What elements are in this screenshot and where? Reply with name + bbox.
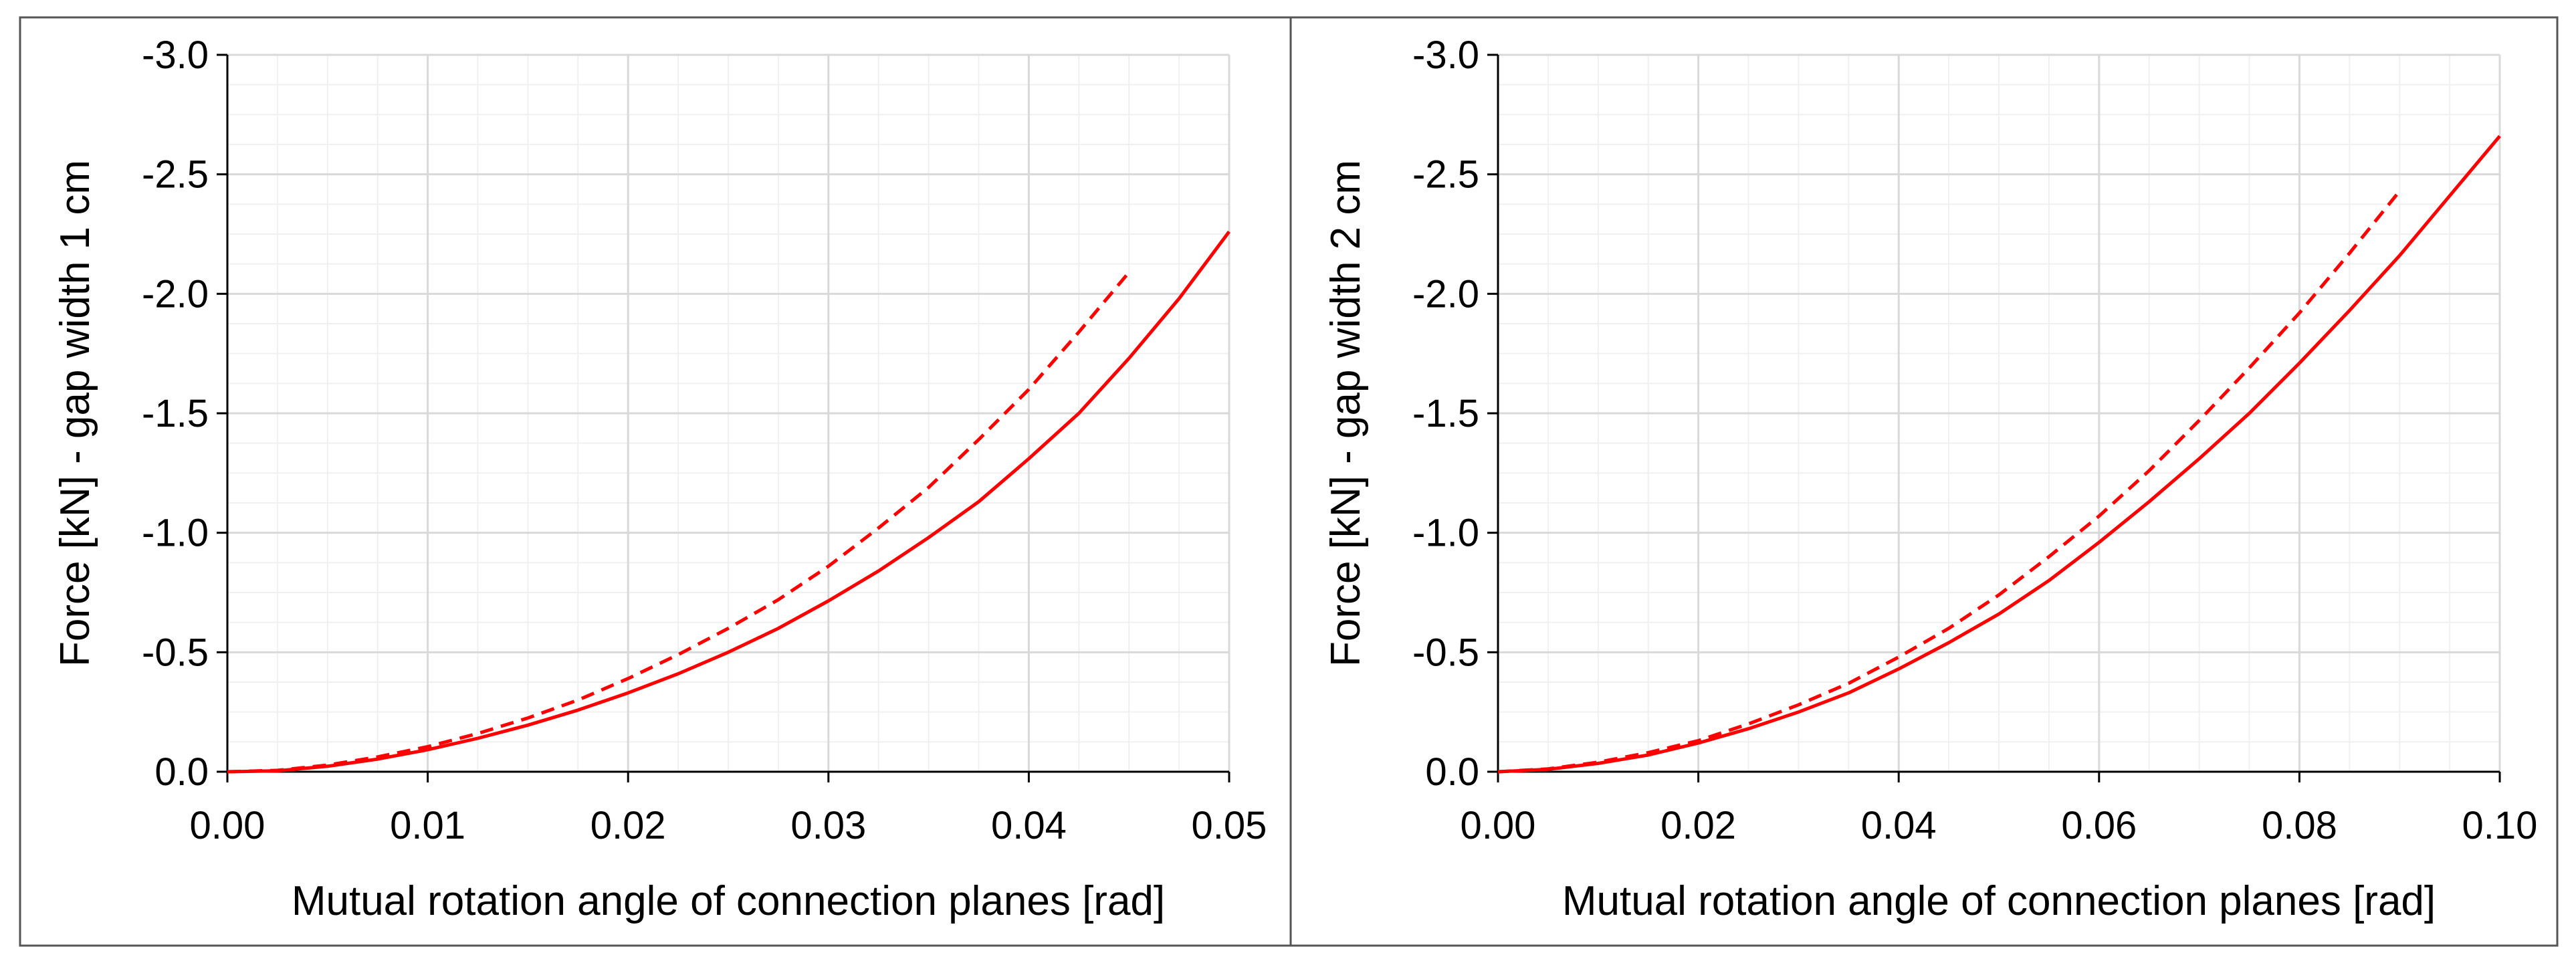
y-tick-label: -1.0 bbox=[1412, 512, 1479, 555]
x-axis-title: Mutual rotation angle of connection plan… bbox=[292, 878, 1165, 924]
x-tick-label: 0.08 bbox=[2262, 804, 2337, 847]
y-tick-label: -3.0 bbox=[1412, 33, 1479, 77]
x-tick-label: 0.00 bbox=[190, 804, 265, 847]
x-tick-label: 0.00 bbox=[1461, 804, 1536, 847]
x-axis-title: Mutual rotation angle of connection plan… bbox=[1562, 878, 2436, 924]
y-tick-label: -2.5 bbox=[1412, 153, 1479, 197]
y-tick-label: -2.0 bbox=[142, 272, 209, 316]
y-tick-label: -1.5 bbox=[142, 392, 209, 435]
y-tick-label: 0.0 bbox=[154, 750, 209, 794]
series-line-solid bbox=[227, 230, 1231, 774]
chart-panel-gap-2cm: 0.00 0.02 0.04 0.06 0.08 0.10 0.0 -0.5 -1.0 -1.5 -… bbox=[1323, 33, 2537, 924]
y-tick-label: -2.0 bbox=[1412, 272, 1479, 316]
x-tick-label: 0.10 bbox=[2462, 804, 2538, 847]
y-tick-label: -0.5 bbox=[142, 631, 209, 674]
x-tick-label: 0.02 bbox=[1660, 804, 1736, 847]
x-tick-label: 0.02 bbox=[591, 804, 666, 847]
y-tick-label: -1.5 bbox=[1412, 392, 1479, 435]
y-axis-title: Force [kN] - gap width 2 cm bbox=[1323, 160, 1369, 667]
y-tick-label: -3.0 bbox=[142, 33, 209, 77]
x-tick-label: 0.04 bbox=[1861, 804, 1937, 847]
series-line-dashed bbox=[1497, 190, 2401, 774]
series-line-solid bbox=[1497, 134, 2501, 774]
y-tick-label: -2.5 bbox=[142, 153, 209, 197]
x-tick-label: 0.01 bbox=[390, 804, 465, 847]
x-tick-label: 0.06 bbox=[2061, 804, 2137, 847]
chart-frame-right bbox=[1289, 16, 2559, 947]
y-axis-title: Force [kN] - gap width 1 cm bbox=[52, 160, 98, 667]
x-tick-label: 0.04 bbox=[991, 804, 1067, 847]
series-line-dashed bbox=[227, 271, 1131, 774]
x-tick-label: 0.05 bbox=[1192, 804, 1267, 847]
y-tick-label: -1.0 bbox=[142, 512, 209, 555]
y-tick-label: -0.5 bbox=[1412, 631, 1479, 674]
y-tick-label: 0.0 bbox=[1425, 750, 1479, 794]
chart-panel-gap-1cm: 0.00 0.01 0.02 0.03 0.04 0.05 0.0 -0.5 -1.0 -1.5 -… bbox=[52, 33, 1267, 924]
x-tick-label: 0.03 bbox=[790, 804, 866, 847]
